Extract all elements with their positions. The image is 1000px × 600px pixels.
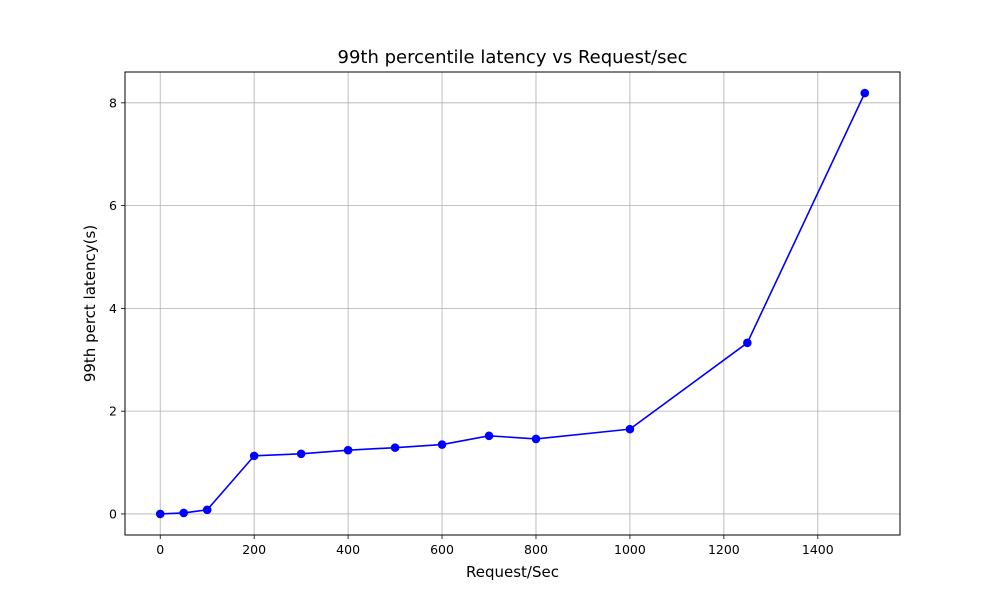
- x-tick-label: 200: [242, 542, 266, 557]
- x-axis-label: Request/Sec: [466, 563, 559, 581]
- series-layer: [155, 88, 870, 519]
- data-point: [390, 443, 400, 452]
- data-point: [860, 88, 870, 98]
- y-tick-label: 0: [109, 506, 117, 521]
- chart-title: 99th percentile latency vs Request/sec: [338, 47, 688, 68]
- data-point: [625, 424, 635, 434]
- data-point: [484, 431, 494, 441]
- y-axis-label: 99th perct latency(s): [81, 225, 99, 382]
- data-point: [155, 509, 165, 519]
- x-tick-label: 800: [524, 542, 548, 557]
- data-point: [437, 440, 447, 449]
- x-tick-label: 0: [156, 542, 164, 557]
- data-point: [743, 338, 752, 348]
- data-point: [179, 508, 189, 518]
- y-tick-label: 2: [109, 404, 117, 419]
- x-tick-label: 1000: [614, 542, 646, 557]
- data-point: [296, 449, 306, 459]
- x-tick-label: 400: [336, 542, 360, 557]
- y-tick-label: 4: [109, 301, 117, 316]
- data-point: [202, 505, 212, 515]
- x-tick-label: 600: [430, 542, 454, 557]
- x-tick-label: 1200: [708, 542, 740, 557]
- x-tick-label: 1400: [802, 542, 834, 557]
- y-tick-label: 6: [109, 198, 117, 213]
- grid-lines: [125, 72, 900, 535]
- data-point: [343, 445, 353, 455]
- data-point: [249, 451, 259, 461]
- plot-frame: [124, 71, 901, 536]
- axis-ticks: 0 200 400 600 800 1000 1200 1400 0 2 4 6 8: [109, 95, 834, 557]
- data-point: [531, 434, 541, 444]
- y-tick-label: 8: [109, 95, 117, 110]
